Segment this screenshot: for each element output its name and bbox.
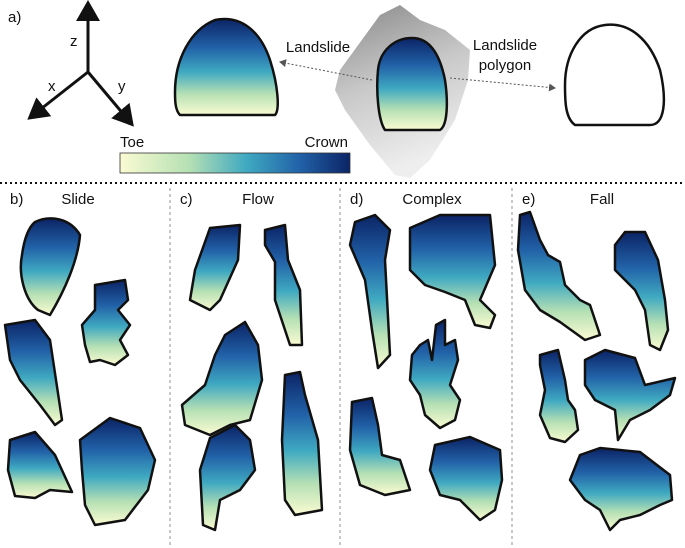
annotation: Landslide bbox=[286, 39, 350, 56]
panel-label: a) bbox=[8, 9, 21, 26]
arrow bbox=[449, 77, 556, 92]
landslide-shape bbox=[198, 423, 257, 532]
landslide-shape bbox=[428, 435, 504, 522]
panel-label: b) bbox=[10, 191, 23, 208]
landslide-shape bbox=[408, 318, 462, 430]
landslide-shape bbox=[180, 320, 264, 437]
landslide-in-terrain bbox=[376, 36, 449, 132]
panel-title: Complex bbox=[402, 191, 462, 208]
colorbar-label: Crown bbox=[305, 134, 348, 151]
axis-label: y bbox=[118, 78, 126, 95]
axis-label: x bbox=[48, 78, 56, 95]
landslide-shape bbox=[3, 318, 64, 427]
landslide-shape bbox=[516, 210, 602, 342]
landslide-shape bbox=[263, 223, 304, 347]
landslide-shape bbox=[80, 278, 132, 367]
panel-title: Fall bbox=[590, 191, 614, 208]
panel-title: Slide bbox=[61, 191, 94, 208]
x-axis bbox=[27, 70, 89, 120]
annotation: Landslide bbox=[473, 37, 537, 54]
landslide-shape bbox=[6, 430, 74, 500]
landslide-shape bbox=[583, 348, 677, 442]
colorbar bbox=[119, 152, 351, 174]
landslide-shape bbox=[538, 348, 580, 444]
panel-label: d) bbox=[350, 191, 363, 208]
y-axis bbox=[86, 71, 134, 127]
landslide-shape bbox=[173, 17, 279, 117]
landslide-shape bbox=[408, 213, 497, 330]
panel-label: e) bbox=[522, 191, 535, 208]
landslide-shape bbox=[78, 416, 157, 527]
colorbar-label: Toe bbox=[120, 134, 144, 151]
landslide-shape bbox=[280, 370, 324, 517]
panel-title: Flow bbox=[242, 191, 274, 208]
axis-label: z bbox=[70, 33, 78, 50]
annotation: polygon bbox=[479, 57, 532, 74]
axes-icon bbox=[27, 0, 134, 127]
landslide-shape bbox=[568, 446, 674, 532]
landslide-polygon bbox=[563, 23, 666, 127]
flow-shapes bbox=[180, 223, 324, 532]
dividers bbox=[169, 188, 513, 548]
landslide-shape bbox=[613, 230, 670, 352]
landslide-shape bbox=[188, 223, 242, 312]
complex-shapes bbox=[348, 213, 504, 522]
fall-shapes bbox=[516, 210, 677, 532]
landslide-shape bbox=[19, 217, 82, 317]
landslide-shape bbox=[348, 213, 392, 370]
landslide-shape bbox=[348, 396, 412, 497]
panel-label: c) bbox=[180, 191, 193, 208]
slide-shapes bbox=[3, 217, 157, 527]
